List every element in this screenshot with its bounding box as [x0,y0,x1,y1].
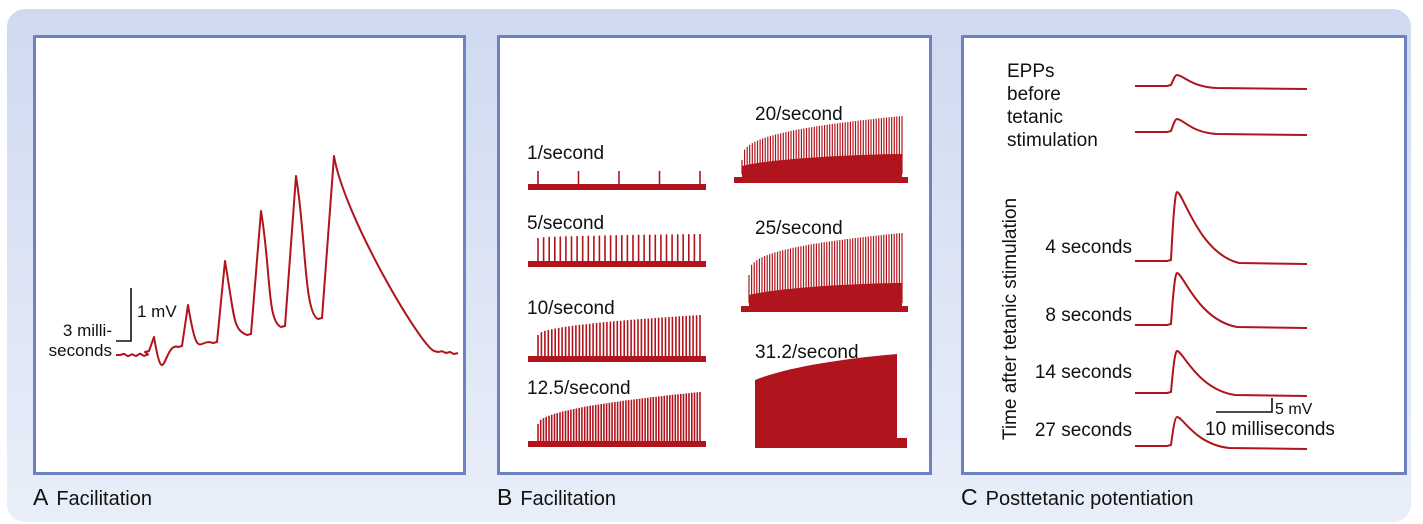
caption-a: A Facilitation [33,484,152,511]
caption-text-b: Facilitation [520,488,616,510]
train-12-5-per-second-spikes [537,392,701,444]
caption-letter-c: C [961,484,978,510]
panel-c: EPPs before tetanic stimulation Time aft… [961,35,1407,475]
panel-a: 1 mV 3 milli- seconds [33,35,466,475]
caption-c: C Posttetanic potentiation [961,484,1194,511]
before-label-line3: tetanic [1007,107,1063,128]
epp-27-seconds [1135,416,1308,450]
trace-label-27-seconds: 27 seconds [1035,420,1132,441]
scale-time-label-a-line1: 3 milli- [63,321,112,340]
before-label-line1: EPPs [1007,61,1055,82]
scale-bar-a [116,288,132,342]
train-20-per-second-envelope [742,154,902,180]
caption-text-a: Facilitation [56,488,152,510]
caption-text-c: Posttetanic potentiation [985,488,1194,510]
scale-voltage-label-c: 5 mV [1275,401,1313,418]
panel-a-plot: 1 mV 3 milli- seconds [49,155,459,366]
scale-time-label-c: 10 milliseconds [1205,419,1335,440]
caption-b: B Facilitation [497,484,616,511]
trace-label-5-per-second: 5/second [527,213,604,234]
before-label-line2: before [1007,84,1061,105]
panel-c-traces [1135,74,1308,450]
panel-b-traces [528,116,908,448]
train-25-per-second-envelope [749,283,902,309]
epp-before-1 [1135,74,1308,90]
facilitation-trace-a [116,155,459,366]
trace-label-31-2-per-second: 31.2/second [755,342,859,363]
trace-label-12-5-per-second: 12.5/second [527,378,631,399]
trace-label-10-per-second: 10/second [527,298,615,319]
train-10-per-second-spikes [537,315,701,359]
caption-letter-b: B [497,484,513,510]
train-31-2-per-second-block [755,354,907,448]
panel-b-plot: 1/second 5/second 10/second 12.5/second … [527,104,908,448]
epp-8-seconds [1135,272,1308,329]
train-1-per-second-spikes [537,171,701,187]
trace-label-4-seconds: 4 seconds [1045,237,1132,258]
epp-14-seconds [1135,350,1308,397]
time-axis-label: Time after tetanic stimulation [1000,198,1021,440]
panel-c-plot: EPPs before tetanic stimulation Time aft… [1000,61,1335,450]
scale-voltage-label-a: 1 mV [137,302,177,321]
train-25-per-second-spikes [748,233,903,303]
trace-label-1-per-second: 1/second [527,143,604,164]
scale-time-label-a-line2: seconds [49,341,112,360]
trace-label-25-per-second: 25/second [755,218,843,239]
trace-label-20-per-second: 20/second [755,104,843,125]
panel-b: 1/second 5/second 10/second 12.5/second … [497,35,932,475]
epp-before-2 [1135,118,1308,136]
before-label-line4: stimulation [1007,130,1098,151]
trace-label-14-seconds: 14 seconds [1035,362,1132,383]
train-5-per-second-spikes [537,234,701,264]
epp-4-seconds [1135,191,1308,265]
scale-bar-c [1216,398,1273,413]
trace-label-8-seconds: 8 seconds [1045,305,1132,326]
caption-letter-a: A [33,484,49,510]
